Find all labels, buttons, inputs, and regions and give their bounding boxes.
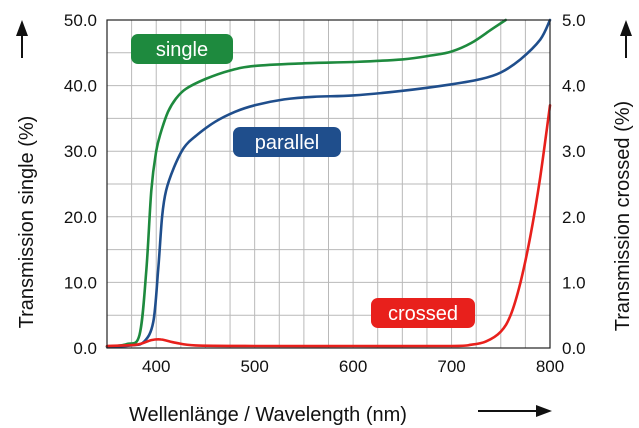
right-y-axis-arrow	[620, 20, 632, 58]
label-crossed: crossed	[371, 298, 475, 328]
label-crossed-text: crossed	[388, 303, 458, 325]
label-parallel-text: parallel	[255, 132, 319, 154]
label-parallel: parallel	[233, 127, 341, 157]
series-lines	[105, 18, 552, 348]
x-tick-labels: 400 500 600 700 800	[142, 357, 564, 376]
y-tick-label: 20.0	[64, 208, 97, 227]
label-parallel-background	[233, 127, 341, 157]
y-tick-label: 30.0	[64, 142, 97, 161]
y2-tick-label: 0.0	[562, 339, 586, 358]
y-tick-label: 0.0	[73, 339, 97, 358]
label-single: single	[131, 34, 233, 64]
series-annotations: single parallel crossed	[131, 34, 475, 328]
y2-tick-label: 4.0	[562, 77, 586, 96]
left-y-axis-title: Transmission single (%)	[16, 116, 38, 329]
y2-tick-label: 3.0	[562, 142, 586, 161]
label-crossed-background	[371, 298, 475, 328]
series-line-crossed	[105, 104, 552, 348]
series-line-parallel	[105, 18, 552, 348]
left-y-tick-labels: 0.0 10.0 20.0 30.0 40.0 50.0	[64, 11, 97, 358]
y2-tick-label: 5.0	[562, 11, 586, 30]
series-line-single	[105, 18, 507, 348]
label-single-text: single	[156, 39, 208, 61]
x-axis-title: Wellenlänge / Wavelength (nm)	[129, 404, 407, 426]
left-y-axis-arrow	[16, 20, 28, 58]
right-y-axis-title: Transmission crossed (%)	[612, 101, 634, 331]
x-tick-label: 500	[240, 357, 268, 376]
y2-tick-label: 1.0	[562, 273, 586, 292]
right-y-tick-labels: 0.0 1.0 2.0 3.0 4.0 5.0	[562, 11, 586, 358]
x-tick-label: 400	[142, 357, 170, 376]
x-tick-label: 600	[339, 357, 367, 376]
grid	[107, 20, 550, 348]
x-tick-label: 700	[437, 357, 465, 376]
x-axis-arrow	[478, 405, 552, 417]
x-tick-label: 800	[536, 357, 564, 376]
y2-tick-label: 2.0	[562, 208, 586, 227]
y-tick-label: 50.0	[64, 11, 97, 30]
label-single-background	[131, 34, 233, 64]
y-tick-label: 10.0	[64, 273, 97, 292]
plot-frame	[106, 19, 551, 349]
y-tick-label: 40.0	[64, 77, 97, 96]
